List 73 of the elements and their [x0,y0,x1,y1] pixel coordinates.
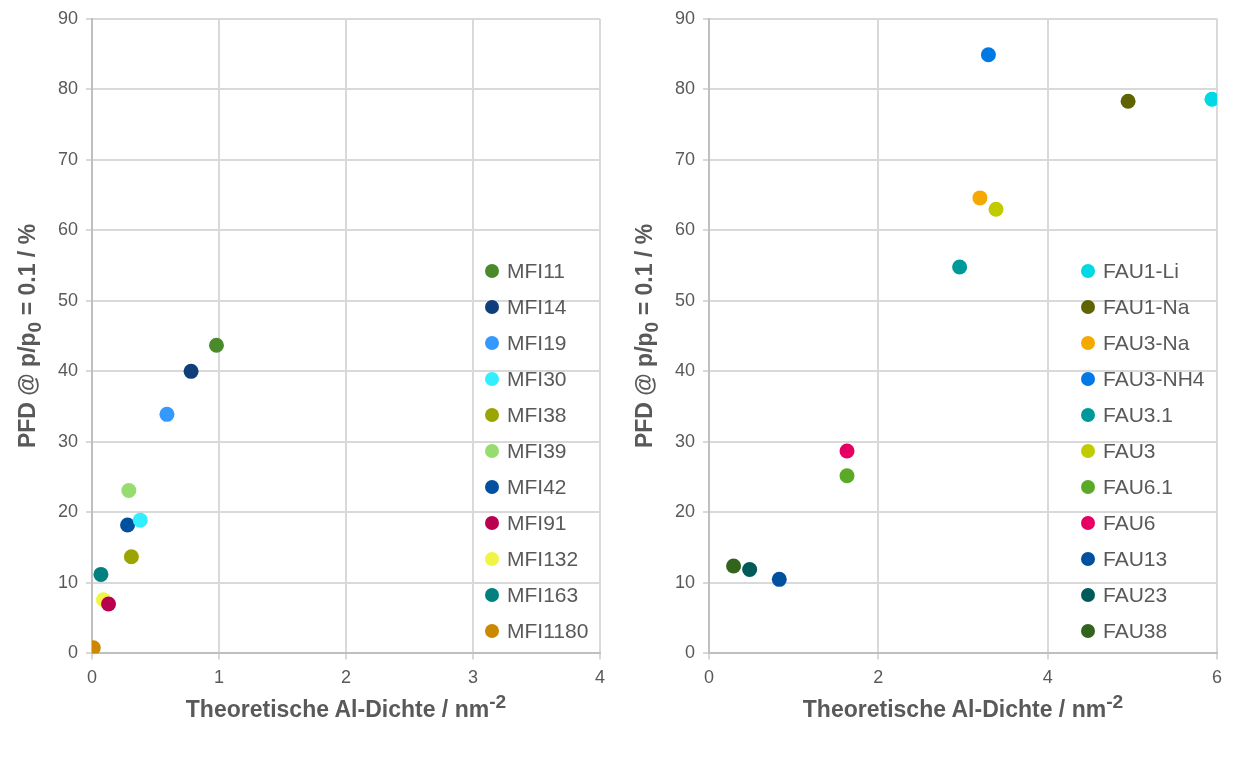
legend-label: FAU38 [1103,619,1168,644]
y-tick-label: 60 [674,219,696,240]
point [1120,93,1136,109]
x-tick-label: 2 [873,667,884,688]
legend-label: FAU6.1 [1103,475,1174,500]
point [771,571,787,587]
point [988,201,1004,217]
legend-label: FAU23 [1103,583,1168,608]
y-tick-label: 40 [57,360,79,381]
point [183,363,199,379]
y-tick-label: 40 [674,360,696,381]
point [839,468,855,484]
legend-label: MFI30 [507,367,567,392]
legend-label: MFI163 [507,583,579,608]
x-axis-title: Theoretische Al-Dichte / nm$^{-2}$ [185,691,507,724]
y-tick-label: 60 [57,219,79,240]
point [93,566,109,582]
legend-label: MFI1180 [507,619,589,644]
y-tick-label: 70 [57,148,79,169]
legend-label: FAU3 [1103,439,1156,464]
y-tick-label: 0 [68,642,79,663]
point [208,337,224,353]
legend-label: FAU6 [1103,511,1156,536]
point [952,259,968,275]
legend-label: MFI19 [507,331,567,356]
legend-label: MFI42 [507,475,567,500]
y-tick-label: 30 [57,430,79,451]
point [839,443,855,459]
point [972,190,988,206]
y-tick-label: 80 [57,78,79,99]
y-tick-label: 70 [674,148,696,169]
legend-label: MFI132 [507,547,579,572]
legend-label: FAU3.1 [1103,403,1174,428]
y-tick-label: 80 [674,78,696,99]
point [1204,91,1217,107]
x-tick-label: 1 [214,667,225,688]
x-tick-label: 0 [87,667,98,688]
point [121,483,137,499]
point [120,517,136,533]
x-tick-label: 4 [594,667,606,688]
y-tick-label: 20 [57,501,79,522]
y-tick-label: 50 [674,289,696,310]
point [123,549,139,565]
legend-label: MFI38 [507,403,567,428]
y-tick-label: 10 [57,571,79,592]
legend-label: MFI11 [507,259,565,284]
y-tick-label: 30 [674,430,696,451]
legend-label: FAU3-Na [1103,331,1190,356]
point [132,512,148,528]
y-tick-label: 0 [685,642,696,663]
x-tick-label: 2 [341,667,352,688]
legend-label: MFI91 [507,511,567,536]
legend-label: FAU13 [1103,547,1168,572]
y-tick-label: 90 [674,7,696,28]
y-tick-label: 20 [674,501,696,522]
point [159,406,175,422]
x-tick-label: 0 [704,667,715,688]
point [726,558,742,574]
point [101,596,117,612]
x-tick-label: 6 [1211,667,1223,688]
legend-label: FAU1-Na [1103,295,1190,320]
point [980,47,996,63]
x-axis-title: Theoretische Al-Dichte / nm$^{-2}$ [802,691,1124,724]
legend-label: FAU3-NH4 [1103,367,1205,392]
x-tick-label: 4 [1042,667,1053,688]
y-tick-label: 10 [674,571,696,592]
x-tick-label: 3 [468,667,479,688]
legend-label: MFI14 [507,295,567,320]
y-tick-label: 90 [57,7,79,28]
legend-label: FAU1-Li [1103,259,1179,284]
point [742,561,758,577]
legend-label: MFI39 [507,439,567,464]
y-tick-label: 50 [57,289,79,310]
